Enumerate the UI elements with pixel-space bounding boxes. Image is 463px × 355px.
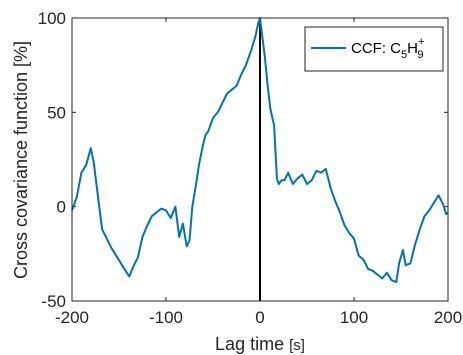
legend-entry-ccf: CCF: C5H+ 9 — [351, 36, 424, 61]
legend: CCF: C5H+ 9 — [304, 26, 444, 72]
y-axis-label: Cross covariance function [%] — [11, 41, 31, 279]
legend-prefix: CCF: C — [351, 40, 401, 57]
tick-labels: -200 -100 0 100 200 -50 0 50 100 — [38, 9, 463, 327]
x-tick-label: 200 — [434, 308, 462, 327]
y-tick-label: 100 — [38, 9, 66, 28]
legend-sub-9: 9 — [417, 49, 423, 61]
plot-frame — [71, 17, 449, 302]
legend-h: H — [407, 40, 418, 57]
x-tick-label: 100 — [340, 308, 368, 327]
y-tick-label: -50 — [41, 292, 66, 311]
x-tick-label: -100 — [149, 308, 183, 327]
x-axis-label-text: Lag time — [215, 334, 284, 354]
x-axis-label-unit: [s] — [289, 337, 305, 354]
x-tick-label: -200 — [55, 308, 89, 327]
legend-sup-plus: + — [418, 36, 424, 48]
y-tick-label: 0 — [57, 198, 66, 217]
y-tick-label: 50 — [47, 103, 66, 122]
x-tick-label: 0 — [255, 308, 264, 327]
series-line-ccf — [71, 17, 449, 284]
legend-sub-5: 5 — [401, 49, 407, 61]
x-axis-label: Lag time [s] — [215, 334, 305, 354]
